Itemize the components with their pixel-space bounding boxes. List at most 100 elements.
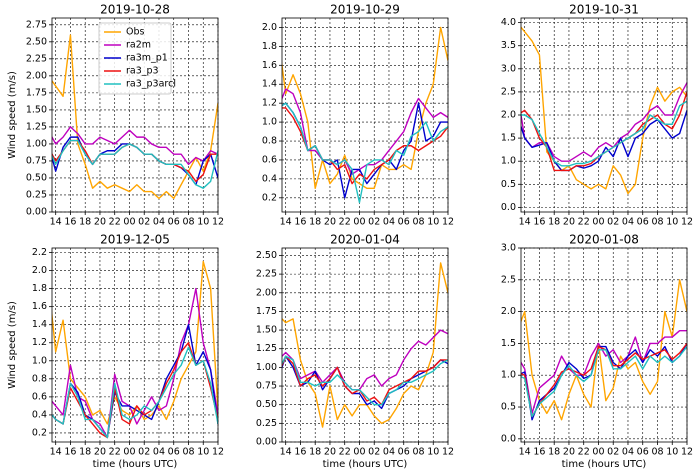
y-tick-label: 2.25 bbox=[26, 53, 47, 64]
x-tick-label: 20 bbox=[94, 447, 106, 458]
y-tick-label: 1.5 bbox=[501, 338, 516, 349]
y-tick-label: 1.75 bbox=[256, 306, 277, 317]
x-tick-label: 12 bbox=[212, 447, 224, 458]
y-tick-label: 2.50 bbox=[26, 36, 47, 47]
x-tick-label: 00 bbox=[123, 217, 135, 228]
y-tick-label: 0.2 bbox=[32, 427, 47, 438]
y-tick-label: 0.6 bbox=[32, 391, 47, 402]
plot-lines bbox=[282, 262, 448, 428]
x-tick-label: 10 bbox=[427, 217, 439, 228]
x-tick-label: 22 bbox=[339, 447, 351, 458]
x-tick-label: 06 bbox=[398, 217, 410, 228]
y-tick-label: 2.0 bbox=[32, 265, 47, 276]
x-tick-label: 14 bbox=[519, 217, 531, 228]
legend-label: ra3m_p1 bbox=[126, 53, 168, 64]
series-line bbox=[52, 139, 218, 189]
x-tick-label: 14 bbox=[280, 447, 292, 458]
x-tick-label: 16 bbox=[533, 447, 545, 458]
x-tick-label: 06 bbox=[637, 217, 649, 228]
series-line bbox=[282, 329, 448, 391]
y-tick-label: 0.25 bbox=[26, 189, 47, 200]
x-tick-label: 04 bbox=[622, 217, 634, 228]
y-tick-label: 2.0 bbox=[262, 22, 277, 33]
x-tick-label: 16 bbox=[533, 217, 545, 228]
chart-title: 2020-01-08 bbox=[569, 233, 639, 247]
x-tick-label: 18 bbox=[548, 447, 560, 458]
axes-frame bbox=[51, 247, 219, 443]
x-tick-label: 22 bbox=[109, 447, 121, 458]
x-tick-label: 08 bbox=[412, 217, 424, 228]
chart-title: 2020-01-04 bbox=[330, 233, 400, 247]
y-tick-label: 0.8 bbox=[32, 373, 47, 384]
axes-frame bbox=[520, 247, 688, 443]
series-line bbox=[282, 88, 448, 175]
chart-title: 2019-10-31 bbox=[569, 3, 639, 17]
y-axis-label: Wind speed (m/s) bbox=[7, 71, 18, 159]
panel: 2020-01-08 0.0 0.5 1.0 1.5 2.0 2.5 3.0 14 16 18 20 2… bbox=[501, 233, 693, 470]
x-tick-label: 18 bbox=[309, 447, 321, 458]
plot-lines bbox=[521, 279, 687, 421]
x-tick-label: 08 bbox=[182, 447, 194, 458]
y-tick-label: 4.0 bbox=[501, 17, 516, 28]
x-tick-label: 22 bbox=[578, 447, 590, 458]
y-tick-label: 2.5 bbox=[501, 86, 516, 97]
series-line bbox=[52, 342, 218, 439]
y-tick-label: 2.2 bbox=[32, 247, 47, 258]
x-tick-label: 10 bbox=[666, 447, 678, 458]
axes-frame bbox=[51, 17, 219, 213]
x-tick-label: 02 bbox=[368, 217, 380, 228]
y-tick-label: 1.0 bbox=[32, 355, 47, 366]
x-tick-label: 02 bbox=[607, 447, 619, 458]
x-tick-label: 16 bbox=[64, 217, 76, 228]
y-tick-label: 2.0 bbox=[501, 306, 516, 317]
y-tick-label: 1.0 bbox=[501, 370, 516, 381]
y-tick-label: 2.25 bbox=[256, 269, 277, 280]
x-tick-label: 20 bbox=[324, 217, 336, 228]
y-tick-label: 2.00 bbox=[256, 287, 277, 298]
legend: Obs ra2m ra3m_p1 ra3_p3 ra3_p3arcl bbox=[98, 22, 176, 95]
series-line bbox=[521, 279, 687, 421]
chart-title: 2019-10-29 bbox=[330, 3, 400, 17]
x-tick-label: 22 bbox=[109, 217, 121, 228]
y-tick-label: 1.50 bbox=[256, 325, 277, 336]
x-tick-label: 00 bbox=[123, 447, 135, 458]
y-tick-label: 1.4 bbox=[32, 319, 47, 330]
axes-frame bbox=[281, 247, 449, 443]
series-line bbox=[282, 262, 448, 428]
axes-frame bbox=[520, 17, 688, 213]
x-tick-label: 12 bbox=[681, 447, 693, 458]
x-tick-label: 04 bbox=[622, 447, 634, 458]
x-tick-label: 00 bbox=[353, 217, 365, 228]
legend-label: ra3_p3arcl bbox=[126, 79, 176, 90]
x-tick-label: 16 bbox=[294, 217, 306, 228]
series-line bbox=[282, 107, 448, 185]
series-line bbox=[282, 355, 448, 406]
y-tick-label: 1.00 bbox=[256, 362, 277, 373]
x-tick-label: 02 bbox=[607, 217, 619, 228]
series-line bbox=[52, 34, 218, 200]
panel: 2019-12-05 0.2 0.4 0.6 0.8 1.0 1.2 1.4 1.6 1.8 2.0… bbox=[7, 233, 224, 470]
y-tick-label: 0.00 bbox=[26, 207, 47, 218]
y-tick-label: 3.5 bbox=[501, 40, 516, 51]
axes-frame bbox=[281, 17, 449, 213]
y-tick-label: 0.2 bbox=[262, 192, 277, 203]
plot-lines bbox=[52, 260, 218, 439]
x-tick-label: 04 bbox=[383, 217, 395, 228]
y-tick-label: 0.50 bbox=[26, 172, 47, 183]
series-line bbox=[52, 346, 218, 439]
y-axis-label: Wind speed (m/s) bbox=[7, 301, 18, 389]
x-axis-label: time (hours UTC) bbox=[93, 459, 178, 470]
series-line bbox=[282, 355, 448, 406]
x-tick-label: 18 bbox=[548, 217, 560, 228]
y-tick-label: 1.50 bbox=[26, 104, 47, 115]
x-tick-label: 14 bbox=[519, 447, 531, 458]
x-tick-label: 16 bbox=[64, 447, 76, 458]
series-line bbox=[521, 100, 687, 167]
x-tick-label: 08 bbox=[182, 217, 194, 228]
x-tick-label: 02 bbox=[138, 217, 150, 228]
x-tick-label: 06 bbox=[637, 447, 649, 458]
y-tick-label: 0.6 bbox=[262, 154, 277, 165]
x-tick-label: 12 bbox=[681, 217, 693, 228]
x-tick-label: 04 bbox=[153, 217, 165, 228]
chart-title: 2019-10-28 bbox=[100, 3, 170, 17]
